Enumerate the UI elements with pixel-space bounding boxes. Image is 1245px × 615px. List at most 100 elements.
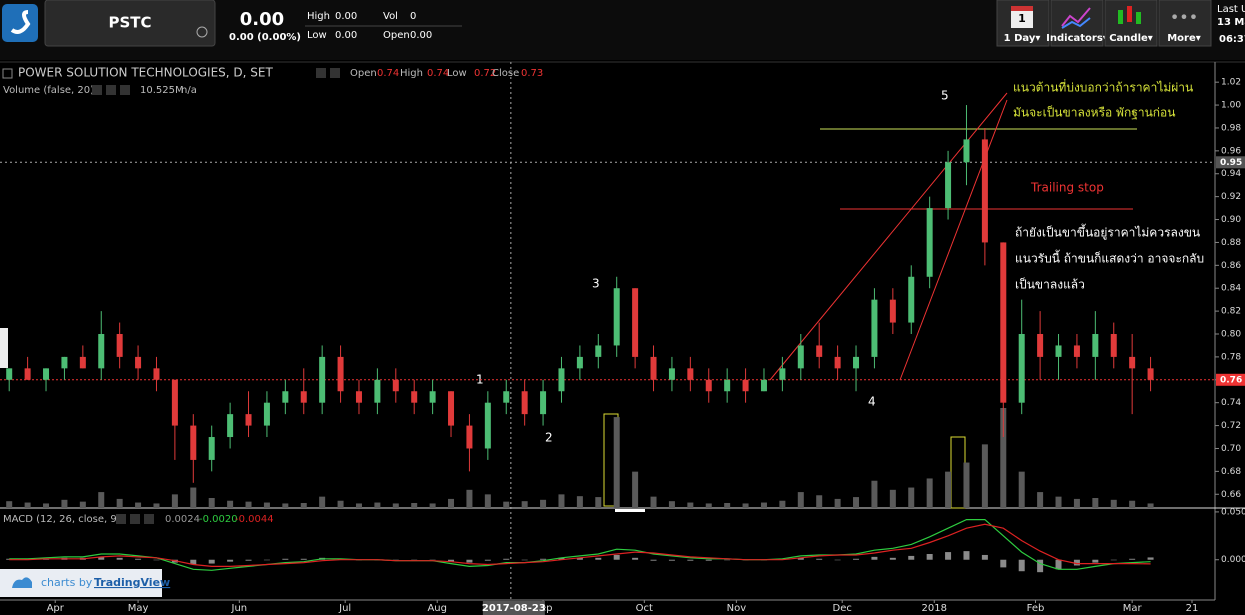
x-tick-label: Apr [47,603,65,614]
candle-body [24,368,31,380]
side-handle[interactable] [0,328,8,368]
candle-body [1110,334,1117,357]
settings-icon[interactable] [330,68,340,78]
volume-bar [503,501,510,508]
volume-bar [374,502,381,508]
candle-body [945,162,952,209]
candle-body [1073,345,1080,357]
symbol-box[interactable] [44,0,216,47]
volume-bar [300,503,307,508]
last-update-date: 13 Ma [1217,17,1245,28]
x-tick-label: May [128,603,149,614]
settings-icon[interactable] [120,85,130,95]
macd-histogram-bar [1000,559,1007,568]
macd-histogram-bar [595,557,602,560]
collapse-icon[interactable] [2,68,13,79]
last-price-label: 0.76 [1220,375,1242,385]
volume-bar [61,499,68,508]
settings-icon[interactable] [92,85,102,95]
logo[interactable] [2,4,38,42]
candle-body [1055,345,1062,357]
candle-body [981,139,988,243]
y-tick-label: 0.96 [1221,146,1241,156]
candle-body [116,334,123,357]
macd-histogram-bar [1129,558,1136,560]
macd-histogram-bar [889,557,896,560]
candle-body [1018,334,1025,403]
button-label: Indicators▾ [1046,33,1108,44]
macd-histogram-bar [429,559,436,561]
macd-histogram-bar [98,556,105,560]
crosshair-x-label: 2017-08-23 [482,603,546,614]
settings-icon[interactable] [130,514,140,524]
volume-bar [576,496,583,508]
candle-body [650,356,657,380]
volume-bar [319,496,326,508]
indicators-icon [1061,17,1091,29]
volume-bar [392,503,399,508]
macd-line [9,519,1151,571]
volume-bar [613,417,620,508]
y-tick-label: 0.98 [1221,123,1241,133]
volume-bar [834,498,841,508]
volume-bar [98,492,105,508]
annotation: 4 [868,395,876,409]
ohlc-value: 0.73 [521,68,543,79]
y-tick-label: 0.82 [1221,307,1241,317]
settings-icon[interactable] [116,514,126,524]
calendar-top [1011,6,1033,11]
button-label: Candle▾ [1109,33,1153,44]
candle-body [411,391,418,403]
macd-histogram-bar [724,559,731,561]
candle-body [779,368,786,380]
candle-body [466,425,473,449]
vol-label: Vol [383,11,398,22]
y-tick-label: 0.050 [1221,507,1245,517]
x-tick-label: 2018 [922,603,947,614]
branding-link[interactable]: TradingView [94,576,170,589]
macd-histogram-bar [871,556,878,560]
signal-value: -0.0044 [235,514,274,525]
macd-histogram-bar [1073,559,1080,566]
candle-body [1129,356,1136,369]
candle-icon [1127,6,1132,22]
annotation: มันจะเป็นขาลงหรือ พักฐานก่อน [1013,105,1175,120]
refresh-icon[interactable] [196,26,208,38]
last-update-label: Last Up [1217,4,1245,15]
settings-icon[interactable] [316,68,326,78]
volume-bar [540,499,547,508]
macd-histogram-bar [190,559,197,565]
volume-bar [1092,498,1099,508]
macd-histogram-bar [282,558,289,560]
candle-body [448,391,455,426]
candle-body [503,391,510,403]
volume-bar [945,471,952,508]
macd-histogram-bar [632,557,639,560]
annotation: 1 [476,373,484,387]
settings-icon[interactable] [144,514,154,524]
volume-bar [889,489,896,508]
annotation: Trailing stop [1030,181,1104,195]
volume-bar [43,503,50,508]
indicators-button[interactable] [1050,0,1104,47]
macd-histogram-bar [1147,557,1154,560]
x-tick-label: Jul [338,603,351,614]
macd-histogram-bar [116,557,123,560]
macd-histogram-bar [466,559,473,563]
candle-body [135,356,142,369]
candle-body [337,356,344,392]
macd-histogram-bar [448,559,455,562]
volume-bar [245,501,252,508]
volume-bar [190,487,197,508]
volume-bar [484,494,491,508]
candle-body [79,356,86,369]
volume-bar [448,498,455,508]
volume-bar [926,478,933,508]
settings-icon[interactable] [106,85,116,95]
candle-icon [1136,12,1141,24]
volume-bar [466,489,473,508]
candle-body [613,288,620,346]
macd-histogram-bar [687,559,694,561]
more-button[interactable] [1158,0,1212,47]
volume-bar [429,503,436,508]
